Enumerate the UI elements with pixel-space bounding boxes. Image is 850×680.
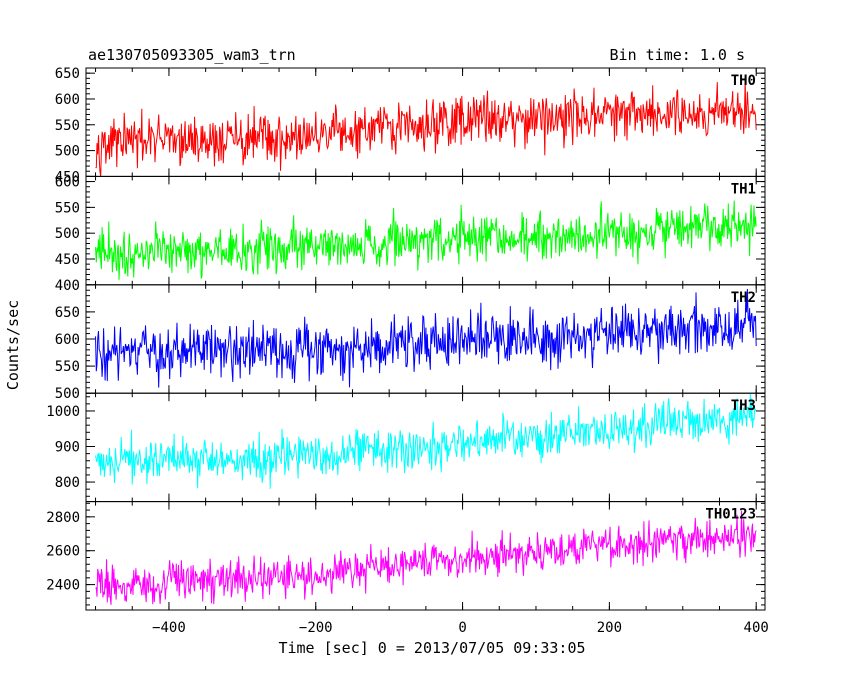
y-tick-label: 550 <box>55 200 80 216</box>
x-axis: −400 −200 0 200 400 <box>152 620 769 636</box>
y-tick-label: 2600 <box>46 544 80 560</box>
panel-frame <box>85 67 766 177</box>
x-tick-label: −400 <box>152 620 186 636</box>
y-tick-label: 400 <box>55 278 80 294</box>
y-tick-label: 1000 <box>46 404 80 420</box>
series-line-th1 <box>95 200 757 280</box>
y-tick-label: 2800 <box>46 510 80 526</box>
series-line-th0 <box>95 76 757 177</box>
bin-time-label: Bin time: 1.0 s <box>610 46 745 64</box>
x-tick-label: 0 <box>458 620 466 636</box>
y-tick-label: 500 <box>55 386 80 402</box>
y-tick-label: 550 <box>55 118 80 134</box>
y-tick-label: 550 <box>55 359 80 375</box>
y-tick-label: 800 <box>55 475 80 491</box>
series-line-th3 <box>95 393 757 489</box>
y-tick-label: 600 <box>55 92 80 108</box>
panel-label-th0123: TH0123 <box>705 507 756 523</box>
y-tick-label: 450 <box>55 169 80 185</box>
panel-th3: 800 900 1000 TH3 <box>46 392 766 503</box>
y-tick-label: 2400 <box>46 578 80 594</box>
y-tick-label: 900 <box>55 440 80 456</box>
series-line-th2 <box>95 288 757 388</box>
panel-label-th0: TH0 <box>731 73 756 89</box>
panel-th0: 450 500 550 600 650 TH0 <box>55 66 766 185</box>
y-tick-label: 500 <box>55 144 80 160</box>
panel-label-th2: TH2 <box>731 290 756 306</box>
x-axis-label: Time [sec] 0 = 2013/07/05 09:33:05 <box>278 639 585 657</box>
panel-th2: 500 550 600 650 TH2 <box>55 284 766 402</box>
panel-label-th3: TH3 <box>731 398 756 414</box>
y-tick-label: 600 <box>55 332 80 348</box>
y-tick-label: 600 <box>55 175 80 191</box>
x-tick-label: 200 <box>597 620 622 636</box>
panel-th1: 400 450 500 550 600 TH1 <box>55 175 766 294</box>
y-tick-label: 450 <box>55 252 80 268</box>
x-tick-label: −200 <box>299 620 333 636</box>
y-tick-label: 500 <box>55 226 80 242</box>
y-tick-label: 650 <box>55 305 80 321</box>
series-line-th0123 <box>95 510 757 605</box>
x-tick-label: 400 <box>744 620 769 636</box>
panel-th0123: 2400 2600 2800 TH0123 <box>46 501 766 611</box>
chart-title: ae130705093305_wam3_trn <box>88 46 296 64</box>
y-tick-label: 650 <box>55 66 80 82</box>
y-axis-label: Counts/sec <box>4 300 22 390</box>
panel-label-th1: TH1 <box>731 181 756 197</box>
